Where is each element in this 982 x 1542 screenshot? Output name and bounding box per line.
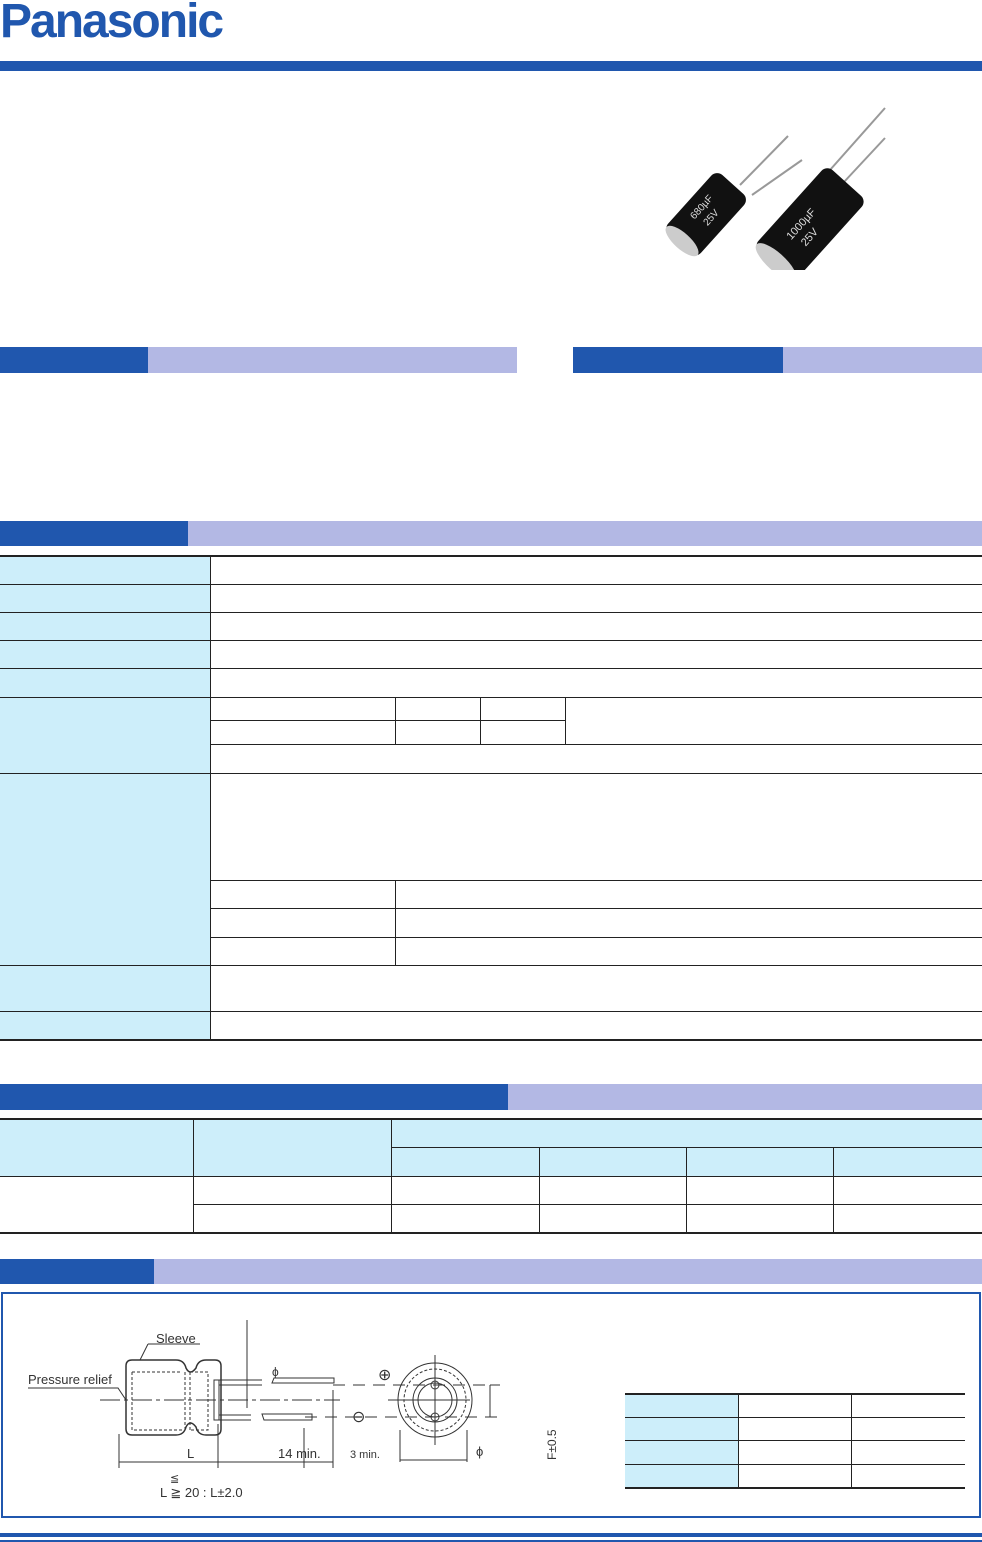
lead-diameter-label: ϕ [272,1365,279,1379]
diameter-label: ϕ [476,1444,483,1459]
section-header-bar [188,521,982,546]
section-header-features [0,347,148,373]
section-header-bar [508,1084,982,1110]
section-header-bar [154,1259,982,1284]
panasonic-logo: Panasonic [0,0,224,48]
ratings-table [0,1118,982,1234]
lead-length-label: 14 min. [278,1446,321,1461]
dimensions-box [1,1292,981,1518]
dimension-table [625,1393,965,1489]
spec-label-column [0,555,210,1040]
lead-end-label: 3 min. [350,1449,380,1461]
section-header-bar [148,347,517,373]
footer-rule [0,1540,982,1542]
section-header-specifications [0,521,188,546]
section-header-applications [573,347,783,373]
pitch-label: F±0.5 [545,1429,559,1460]
section-header-ratings [0,1084,508,1110]
sleeve-label: Sleeve [156,1331,196,1346]
plus-symbol: ⊕ [378,1367,391,1384]
header-rule [0,61,982,71]
section-header-dimensions [0,1259,154,1284]
pressure-relief-label: Pressure relief [28,1372,112,1387]
footer-rule [0,1533,982,1537]
minus-symbol: ⊖ [352,1409,365,1426]
tolerance-note: ≦ [170,1473,179,1485]
length-label: L [187,1446,194,1461]
specifications-table [0,555,982,1041]
tolerance-note: L ≧ 20 : L±2.0 [160,1485,243,1500]
section-header-bar [783,347,982,373]
dimension-drawing: Sleeve Pressure relief L 14 min. 3 min. … [28,1320,559,1500]
